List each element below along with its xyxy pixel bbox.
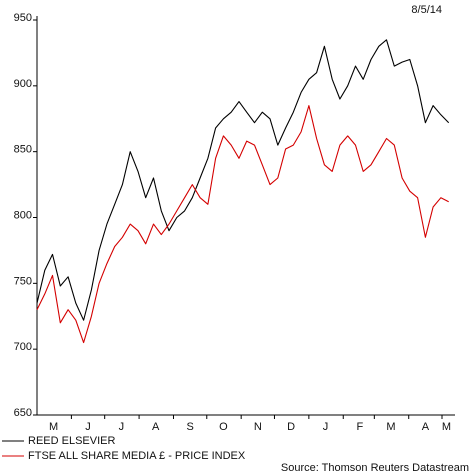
- x-tick-label: O: [219, 421, 228, 433]
- x-tick-label: D: [287, 421, 295, 433]
- series-line-reed-elsevier: [36, 39, 450, 321]
- x-tick-label: F: [357, 421, 364, 433]
- y-tick-label: 850: [14, 144, 32, 156]
- source-note: Source: Thomson Reuters Datastream: [281, 462, 469, 474]
- y-tick-label: 700: [14, 341, 32, 353]
- legend-label-reed: REED ELSEVIER: [28, 435, 115, 447]
- x-tick-label: A: [152, 421, 160, 433]
- y-tick-label: 900: [14, 78, 32, 90]
- y-tick-label: 800: [14, 210, 32, 222]
- legend: REED ELSEVIER FTSE ALL SHARE MEDIA £ - P…: [2, 435, 246, 462]
- series-line-ftse-media: [36, 105, 449, 344]
- x-tick-label: J: [85, 421, 91, 433]
- y-tick-label: 950: [14, 12, 32, 24]
- legend-label-ftse: FTSE ALL SHARE MEDIA £ - PRICE INDEX: [28, 450, 246, 462]
- date-label: 8/5/14: [411, 4, 442, 16]
- y-tick-label: 650: [14, 407, 32, 419]
- x-tick-label: M: [442, 421, 451, 433]
- x-tick-label: A: [422, 421, 430, 433]
- x-tick-label: S: [186, 421, 193, 433]
- x-tick-label: M: [386, 421, 395, 433]
- series-lines: [36, 39, 450, 344]
- x-tick-label: M: [49, 421, 58, 433]
- x-tick-label: J: [119, 421, 125, 433]
- x-tick-label: N: [254, 421, 262, 433]
- y-axis: 650 700 750 800 850 900 950: [14, 12, 38, 419]
- y-tick-label: 750: [14, 275, 32, 287]
- x-tick-label: J: [323, 421, 329, 433]
